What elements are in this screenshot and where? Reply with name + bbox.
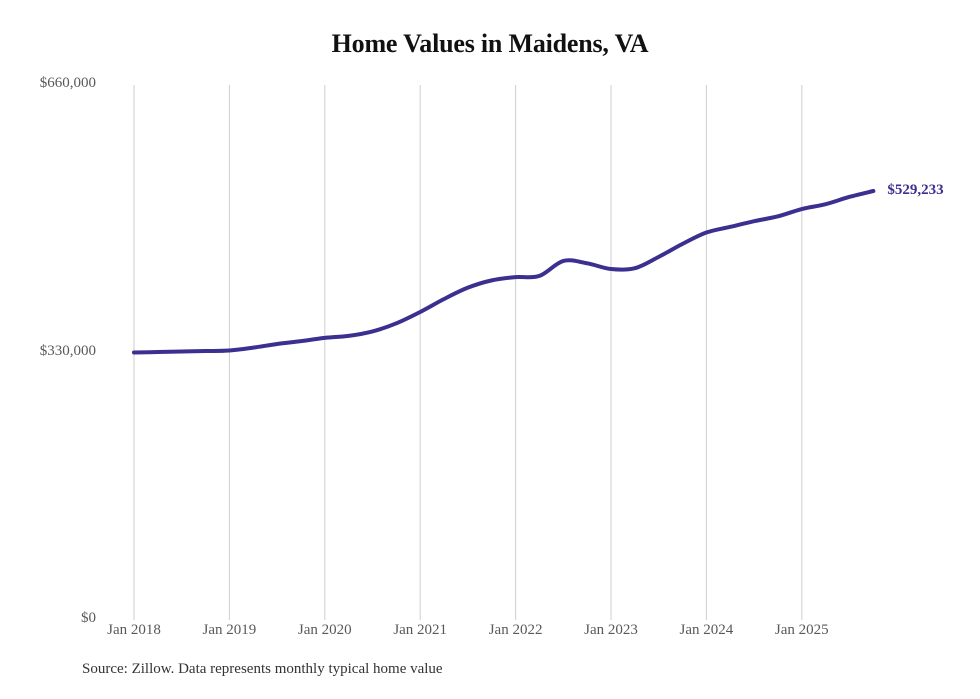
end-value-annotation: $529,233	[887, 182, 944, 198]
x-axis-tick-label: Jan 2022	[488, 622, 543, 638]
series-group	[132, 189, 876, 355]
x-axis-tick-label: Jan 2025	[774, 622, 829, 638]
x-axis-tick-label: Jan 2021	[393, 622, 448, 638]
y-axis-tick-label: $0	[81, 610, 96, 626]
x-axis-tick-label: Jan 2020	[297, 622, 352, 638]
y-axis-tick-label: $330,000	[39, 342, 96, 359]
x-axis-tick-label: Jan 2019	[202, 622, 257, 638]
x-axis-tick-label: Jan 2018	[107, 622, 161, 638]
gridlines-group	[133, 85, 803, 620]
source-note: Source: Zillow. Data represents monthly …	[82, 661, 443, 677]
y-axis-tick-label: $660,000	[39, 75, 96, 91]
chart-title: Home Values in Maidens, VA	[331, 29, 649, 58]
data-line-typical-home-value	[132, 189, 876, 355]
x-axis-tick-label: Jan 2023	[584, 622, 638, 638]
x-axis-tick-label: Jan 2024	[679, 622, 734, 638]
